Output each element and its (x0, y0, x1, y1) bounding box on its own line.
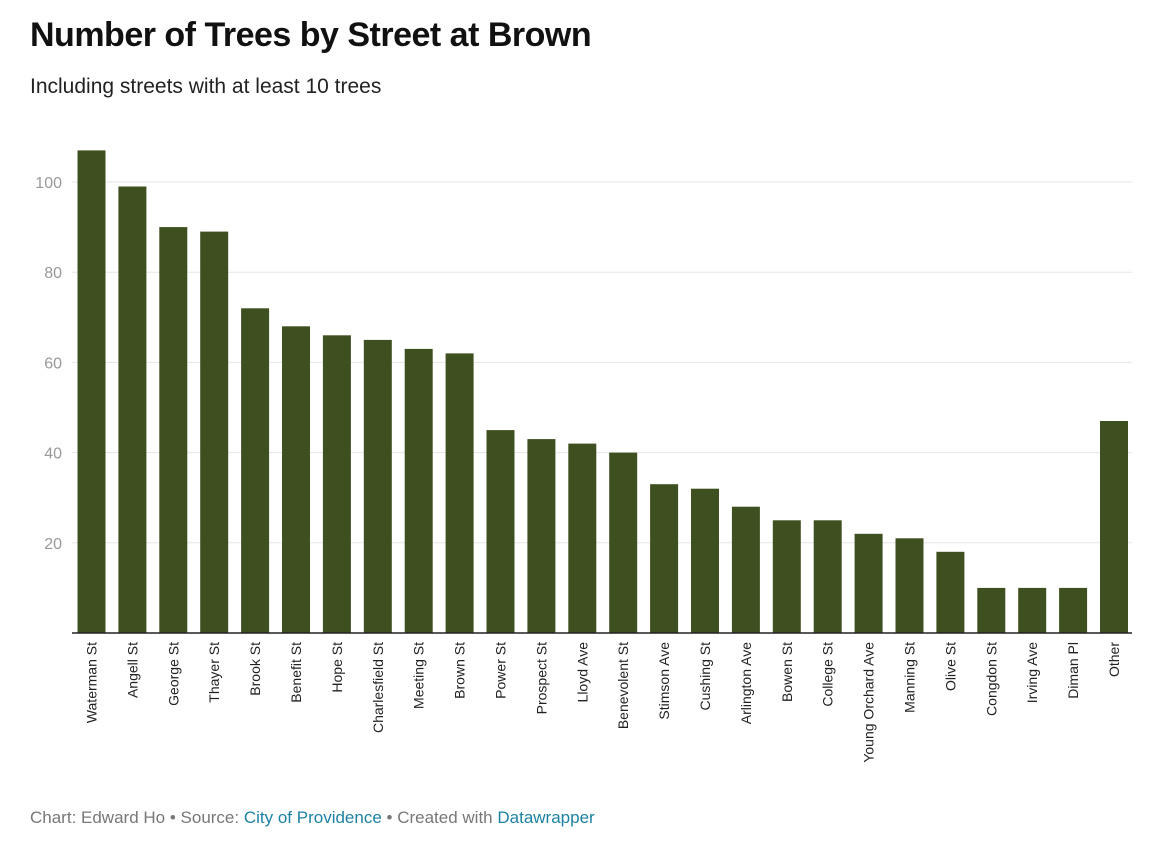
x-tick-label-diman-pl: Diman Pl (1065, 642, 1081, 699)
bar-college-st (813, 520, 842, 634)
bar-layer (77, 150, 1128, 634)
bar-angell-st (118, 186, 147, 633)
bar-young-orchard-ave (854, 533, 883, 633)
x-tick-label-arlington-ave: Arlington Ave (738, 642, 754, 724)
y-tick-label-40: 40 (44, 446, 62, 463)
bar-benefit-st (282, 326, 310, 633)
x-tick-label-other: Other (1106, 642, 1122, 677)
x-tick-label-charlesfield-st: Charlesfield St (370, 642, 386, 733)
footer-separator-source: • Source: (165, 808, 244, 827)
bar-cushing-st (691, 488, 719, 633)
x-tick-label-irving-ave: Irving Ave (1024, 642, 1040, 703)
x-tick-label-stimson-ave: Stimson Ave (656, 642, 672, 720)
bar-diman-pl (1059, 587, 1088, 633)
bar-brook-st (241, 308, 270, 633)
y-tick-label-20: 20 (44, 536, 62, 553)
x-tick-label-lloyd-ave: Lloyd Ave (574, 642, 590, 703)
x-tick-label-congdon-st: Congdon St (983, 642, 999, 716)
chart-footer: Chart: Edward Ho • Source: City of Provi… (30, 808, 595, 828)
bar-meeting-st (404, 348, 433, 633)
footer-separator-tool: • Created with (381, 808, 498, 827)
x-tick-label-george-st: George St (165, 642, 181, 706)
bar-olive-st (936, 551, 965, 633)
bar-charlesfield-st (363, 339, 392, 633)
x-tick-label-manning-st: Manning St (902, 642, 918, 713)
chart-title: Number of Trees by Street at Brown (30, 16, 592, 54)
y-tick-label-60: 60 (44, 355, 62, 372)
bar-chart: 20 40 60 80 100 Waterman St Angell St George S… (35, 150, 1132, 763)
x-tick-label-brown-st: Brown St (452, 642, 468, 699)
bar-hope-st (322, 335, 351, 633)
bar-arlington-ave (731, 506, 760, 633)
bar-stimson-ave (650, 484, 679, 633)
x-tick-label-benefit-st: Benefit St (288, 642, 304, 703)
x-tick-label-hope-st: Hope St (329, 642, 345, 693)
bar-thayer-st (200, 231, 229, 633)
bar-brown-st (445, 353, 474, 633)
x-tick-label-brook-st: Brook St (247, 642, 263, 696)
bar-manning-st (895, 538, 924, 633)
x-tick-label-young-orchard-ave: Young Orchard Ave (861, 642, 877, 763)
bar-benevolent-st (609, 452, 638, 633)
datawrapper-link[interactable]: Datawrapper (497, 808, 595, 827)
bar-lloyd-ave (568, 443, 597, 633)
x-tick-label-cushing-st: Cushing St (697, 642, 713, 711)
bar-other (1100, 421, 1128, 633)
x-tick-label-prospect-st: Prospect St (533, 642, 549, 714)
bar-congdon-st (977, 587, 1006, 633)
bar-irving-ave (1018, 587, 1047, 633)
x-tick-label-power-st: Power St (493, 642, 509, 699)
y-tick-label-100: 100 (35, 175, 62, 192)
bar-george-st (159, 227, 188, 633)
x-tick-label-meeting-st: Meeting St (411, 642, 427, 709)
x-tick-label-college-st: College St (820, 642, 836, 707)
x-tick-label-benevolent-st: Benevolent St (615, 642, 631, 729)
chart-subtitle: Including streets with at least 10 trees (30, 75, 382, 98)
x-tick-label-olive-st: Olive St (942, 642, 958, 691)
bar-bowen-st (772, 520, 801, 634)
x-tick-label-thayer-st: Thayer St (206, 642, 222, 703)
bar-prospect-st (527, 439, 556, 633)
x-tick-label-angell-st: Angell St (124, 642, 140, 698)
footer-credit: Chart: Edward Ho (30, 808, 166, 827)
bar-waterman-st (77, 150, 106, 633)
axis-layer: Waterman St Angell St George St Thayer St Br… (72, 632, 1132, 763)
bar-power-st (486, 430, 515, 633)
x-tick-label-bowen-st: Bowen St (779, 642, 795, 702)
x-tick-label-waterman-st: Waterman St (84, 642, 100, 723)
source-link[interactable]: City of Providence (243, 808, 382, 827)
y-tick-label-80: 80 (44, 265, 62, 282)
